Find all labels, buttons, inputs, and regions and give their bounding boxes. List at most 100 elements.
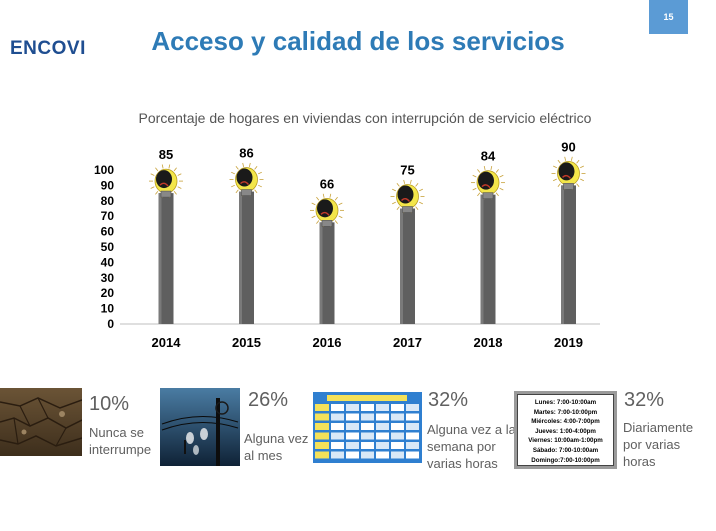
label-line: varias horas xyxy=(427,456,498,471)
bar xyxy=(480,194,496,324)
label-line: Nunca se xyxy=(89,425,144,440)
lightbulb-ray xyxy=(231,171,235,175)
label-line: horas xyxy=(623,454,656,469)
table-cell xyxy=(331,442,344,449)
lightbulb-ray xyxy=(472,174,477,178)
table-cell xyxy=(376,451,389,459)
lightbulb-ray xyxy=(322,193,325,198)
lightbulb-icon xyxy=(471,165,505,200)
table-cell xyxy=(376,404,389,411)
lightbulb-ray xyxy=(249,162,251,167)
schedule-table-image xyxy=(313,392,422,463)
lightbulb-ray xyxy=(334,196,338,201)
table-cell xyxy=(391,413,404,421)
lightbulb-ray xyxy=(173,167,177,172)
y-tick-label: 100 xyxy=(94,163,114,177)
lightbulb-ray xyxy=(477,169,481,173)
lightbulb-base xyxy=(241,189,252,196)
table-row-label xyxy=(315,442,329,449)
table-cell xyxy=(376,423,389,430)
table-cell xyxy=(361,451,374,459)
lightbulb-ray xyxy=(557,183,561,187)
lightbulb-ray xyxy=(576,183,580,187)
lightbulb-ray xyxy=(231,184,235,188)
lightbulb-burnt xyxy=(397,185,414,204)
street-lamps-photo xyxy=(160,388,240,466)
y-tick-label: 90 xyxy=(101,178,115,192)
lightbulb-ray xyxy=(173,191,177,195)
lightbulb-ray xyxy=(419,201,423,205)
table-cell xyxy=(346,442,359,449)
lightbulb-ray xyxy=(396,206,400,211)
dry-soil-photo xyxy=(0,388,82,456)
lightbulb-ray xyxy=(258,184,262,188)
lightbulb-burnt xyxy=(236,168,253,187)
x-tick-label: 2019 xyxy=(554,335,583,350)
lightbulb-ray xyxy=(410,179,412,184)
bar-highlight xyxy=(480,194,484,324)
lightbulb-ray xyxy=(168,164,171,169)
bar-highlight xyxy=(158,193,162,324)
y-tick-label: 80 xyxy=(101,194,115,208)
lightbulb-ray xyxy=(557,159,561,164)
bar-chart: 0102030405060708090100852014862015662016… xyxy=(94,139,600,350)
table-cell xyxy=(391,404,404,411)
label-line: Alguna vez xyxy=(244,431,309,446)
lightbulb-filament xyxy=(159,182,169,187)
label-weekly: Alguna vez a la semana por varias horas xyxy=(427,421,516,472)
table-cell xyxy=(376,442,389,449)
lightbulb-ray xyxy=(415,182,419,187)
schedule-line: Miércoles: 4:00-7:00pm xyxy=(531,418,600,426)
table-cell xyxy=(406,432,419,440)
lightbulb-ray xyxy=(580,178,584,182)
label-daily: Diariamente por varias horas xyxy=(623,419,693,470)
lightbulb-ray xyxy=(564,156,566,161)
chart-title: Porcentaje de hogares en viviendas con i… xyxy=(138,110,592,126)
schedule-line: Jueves: 1:00-4:00pm xyxy=(535,427,596,435)
lightbulb-ray xyxy=(419,188,423,192)
data-label: 90 xyxy=(561,139,575,154)
y-tick-label: 0 xyxy=(107,317,114,331)
x-tick-label: 2015 xyxy=(232,335,261,350)
page-number-badge: 15 xyxy=(649,0,688,34)
lightbulb-burnt xyxy=(478,171,494,190)
lightbulb-ray xyxy=(576,159,580,164)
table-cell xyxy=(331,404,344,411)
lightbulb-ray xyxy=(338,202,343,206)
lightbulb-base xyxy=(321,220,333,227)
table-cell xyxy=(346,423,359,430)
label-line: al mes xyxy=(244,448,283,463)
lightbulb-ray xyxy=(329,193,332,198)
table-cell xyxy=(406,413,419,421)
lightbulb-ray xyxy=(553,165,557,169)
lightbulb-ray xyxy=(258,171,262,175)
lightbulb-ray xyxy=(495,192,499,197)
table-cell xyxy=(346,451,359,459)
data-label: 84 xyxy=(481,149,496,164)
lightbulb-ray xyxy=(150,173,155,176)
x-tick-label: 2014 xyxy=(152,335,182,350)
lightbulb-burnt xyxy=(558,162,575,181)
table-cell xyxy=(346,404,359,411)
lightbulb-filament xyxy=(320,211,330,216)
y-tick-label: 10 xyxy=(101,302,115,316)
lightbulb-ray xyxy=(415,206,419,211)
rationing-schedule-card: Lunes: 7:00-10:00am Martes: 7:00-10:00pm M… xyxy=(514,391,617,469)
lightbulb-ray xyxy=(392,188,396,192)
table-cell xyxy=(406,404,419,411)
table-row-label xyxy=(315,432,329,440)
lightbulb-filament xyxy=(481,184,491,189)
schedule-line: Domingo:7:00-10:00pm xyxy=(531,456,600,464)
table-cell xyxy=(361,442,374,449)
table-cell xyxy=(361,423,374,430)
lightbulb-ray xyxy=(477,192,481,197)
lightbulb-ray xyxy=(338,215,343,219)
bar-group xyxy=(239,191,254,324)
lightbulb-icon xyxy=(310,193,344,228)
table-cell xyxy=(331,423,344,430)
x-tick-label: 2016 xyxy=(313,335,342,350)
table-cell xyxy=(391,423,404,430)
bar-highlight xyxy=(319,222,323,324)
lightbulb-ray xyxy=(254,189,258,194)
table-cell xyxy=(331,432,344,440)
